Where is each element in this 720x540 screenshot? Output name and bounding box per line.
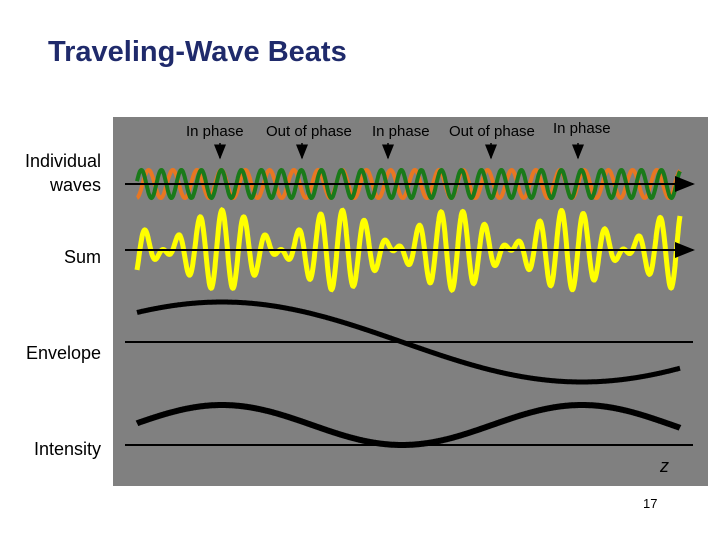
phase-label-3: In phase [372,123,430,140]
individual-waves-label: Individual waves [25,149,101,197]
sum-label: Sum [63,247,101,267]
envelope-curve [136,299,681,385]
wave-2-green [135,167,682,201]
phase-label-2: Out of phase [266,123,352,140]
phase-label-5: In phase [553,120,611,137]
page-number: 17 [643,496,658,511]
phase-label-1: In phase [186,123,244,140]
envelope-label: Envelope [25,343,101,363]
intensity-label: Intensity [33,439,101,459]
individual-waves-label-text: Individual waves [24,151,101,195]
slide-title: Traveling-Wave Beats [48,36,347,68]
phase-label-4: Out of phase [449,123,535,140]
intensity-curve [135,402,682,448]
z-axis-label: z [660,456,669,476]
